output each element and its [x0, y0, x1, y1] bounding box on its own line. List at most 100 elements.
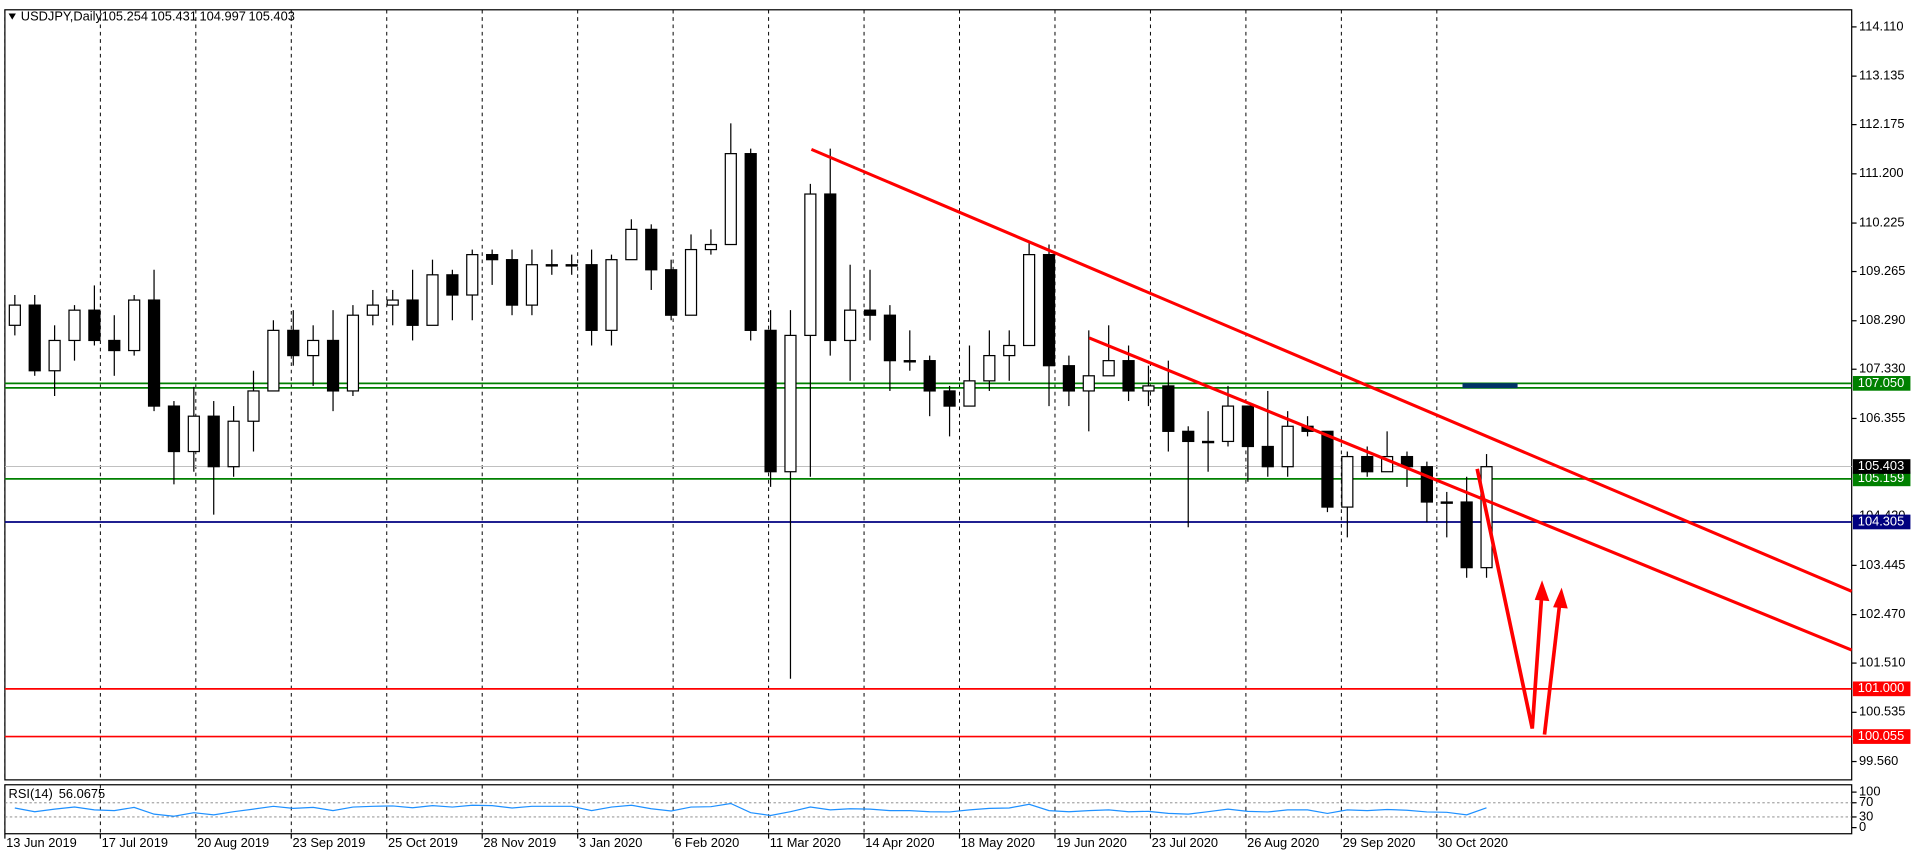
x-tick-label: 23 Jul 2020 [1152, 835, 1218, 850]
candle-body [525, 264, 539, 306]
forecast-arrow [1475, 468, 1544, 729]
candle-body [1361, 455, 1374, 473]
trend-line [1088, 336, 1853, 652]
candle-body [346, 314, 360, 392]
rsi-tick-label: 100 [1859, 784, 1880, 799]
x-tick-label: 13 Jun 2019 [6, 835, 77, 850]
close: 105.403 [248, 9, 294, 24]
candle-body [665, 269, 678, 316]
candle-body [545, 264, 558, 267]
marker [1462, 383, 1518, 389]
y-tick-label: 112.175 [1859, 116, 1904, 131]
drawings [810, 147, 1853, 735]
candle-body [804, 193, 817, 337]
arrow-head [1534, 580, 1550, 602]
candle-body [187, 415, 200, 453]
candle-body [704, 243, 718, 251]
level-label-box [1852, 681, 1911, 697]
candle-body [227, 420, 240, 468]
candle-body [684, 248, 698, 316]
candle-body [784, 334, 797, 473]
x-tick-label: 20 Aug 2019 [197, 835, 269, 850]
symbol: USDJPY,Daily [21, 9, 103, 24]
candle-body [625, 228, 638, 261]
open: 105.254 [102, 9, 148, 24]
rsi-tick-label: 70 [1859, 794, 1873, 809]
trend-line [810, 147, 1853, 593]
x-tick-label: 23 Sep 2019 [293, 835, 366, 850]
candle-body [88, 309, 101, 342]
candle-body [565, 264, 578, 267]
candle-body [1102, 360, 1115, 377]
level-label-box [1852, 729, 1911, 744]
arrow-head [1553, 587, 1568, 609]
y-tick-label: 99.560 [1859, 753, 1898, 768]
rsi-tick-label: 30 [1859, 808, 1873, 823]
candle-body [1142, 385, 1155, 392]
x-tick-label: 17 Jul 2019 [102, 835, 168, 850]
level-label: 107.050 [1858, 375, 1904, 390]
candle-body [903, 360, 916, 363]
last-price-box [1852, 459, 1911, 474]
candle-body [147, 299, 161, 407]
candle-body [1221, 405, 1235, 443]
last-price-label: 105.403 [1858, 458, 1904, 473]
candle-body [1440, 501, 1453, 504]
x-tick-label: 30 Oct 2020 [1438, 835, 1508, 850]
y-tick-label: 101.510 [1859, 654, 1905, 669]
rsi-tick-label: 0 [1859, 819, 1866, 834]
candle-body [724, 153, 737, 246]
y-tick-label: 107.330 [1859, 361, 1905, 376]
candle-body [386, 299, 399, 306]
x-tick-label: 18 May 2020 [961, 835, 1035, 850]
candle-body [1321, 430, 1334, 508]
candle-body [963, 380, 976, 407]
x-tick-label: 14 Apr 2020 [865, 835, 934, 850]
x-tick-label: 19 Jun 2020 [1056, 835, 1127, 850]
high: 105.431 [151, 9, 197, 24]
candle-body [267, 329, 280, 392]
candle-body [28, 304, 41, 372]
x-tick-label: 26 Aug 2020 [1247, 835, 1319, 850]
candle-body [326, 339, 340, 392]
candle-body [8, 304, 21, 326]
y-tick-label: 106.355 [1859, 410, 1905, 425]
candle-body [1420, 466, 1434, 503]
candle-body [68, 309, 81, 342]
candle-body [883, 314, 897, 362]
candle-body [247, 390, 260, 422]
candle-body [108, 339, 121, 352]
candle-body [1261, 445, 1274, 468]
level-label: 101.000 [1858, 680, 1904, 695]
level-label-box [1852, 376, 1911, 391]
candle-body [1380, 455, 1394, 473]
candle-body [167, 405, 181, 453]
candle-body [863, 309, 877, 316]
level-label-box [1852, 471, 1911, 487]
candle-body [943, 390, 956, 407]
candle-body [446, 274, 459, 296]
candle-body [1182, 430, 1195, 443]
low: 104.997 [199, 9, 245, 24]
candle-body [1042, 254, 1056, 367]
candle-body [505, 259, 519, 306]
candle-body [1162, 385, 1175, 432]
forecast-arrow [1542, 597, 1563, 735]
x-tick-label: 28 Nov 2019 [483, 835, 556, 850]
candle-body [1023, 254, 1036, 347]
rsi-value: 56.0675 [59, 786, 105, 801]
candle-body [983, 354, 996, 382]
x-tick-label: 3 Jan 2020 [579, 835, 643, 850]
candle-body [466, 254, 479, 296]
candle-body [1341, 455, 1354, 508]
candle-body [48, 339, 61, 372]
candle-body [645, 228, 658, 271]
y-tick-label: 109.265 [1859, 263, 1905, 278]
candle-body [1062, 365, 1076, 392]
candle-body [844, 309, 857, 342]
candle-body [744, 153, 757, 331]
level-label: 104.305 [1858, 513, 1904, 528]
candle-body [1201, 440, 1215, 444]
candle-body [1281, 425, 1294, 468]
